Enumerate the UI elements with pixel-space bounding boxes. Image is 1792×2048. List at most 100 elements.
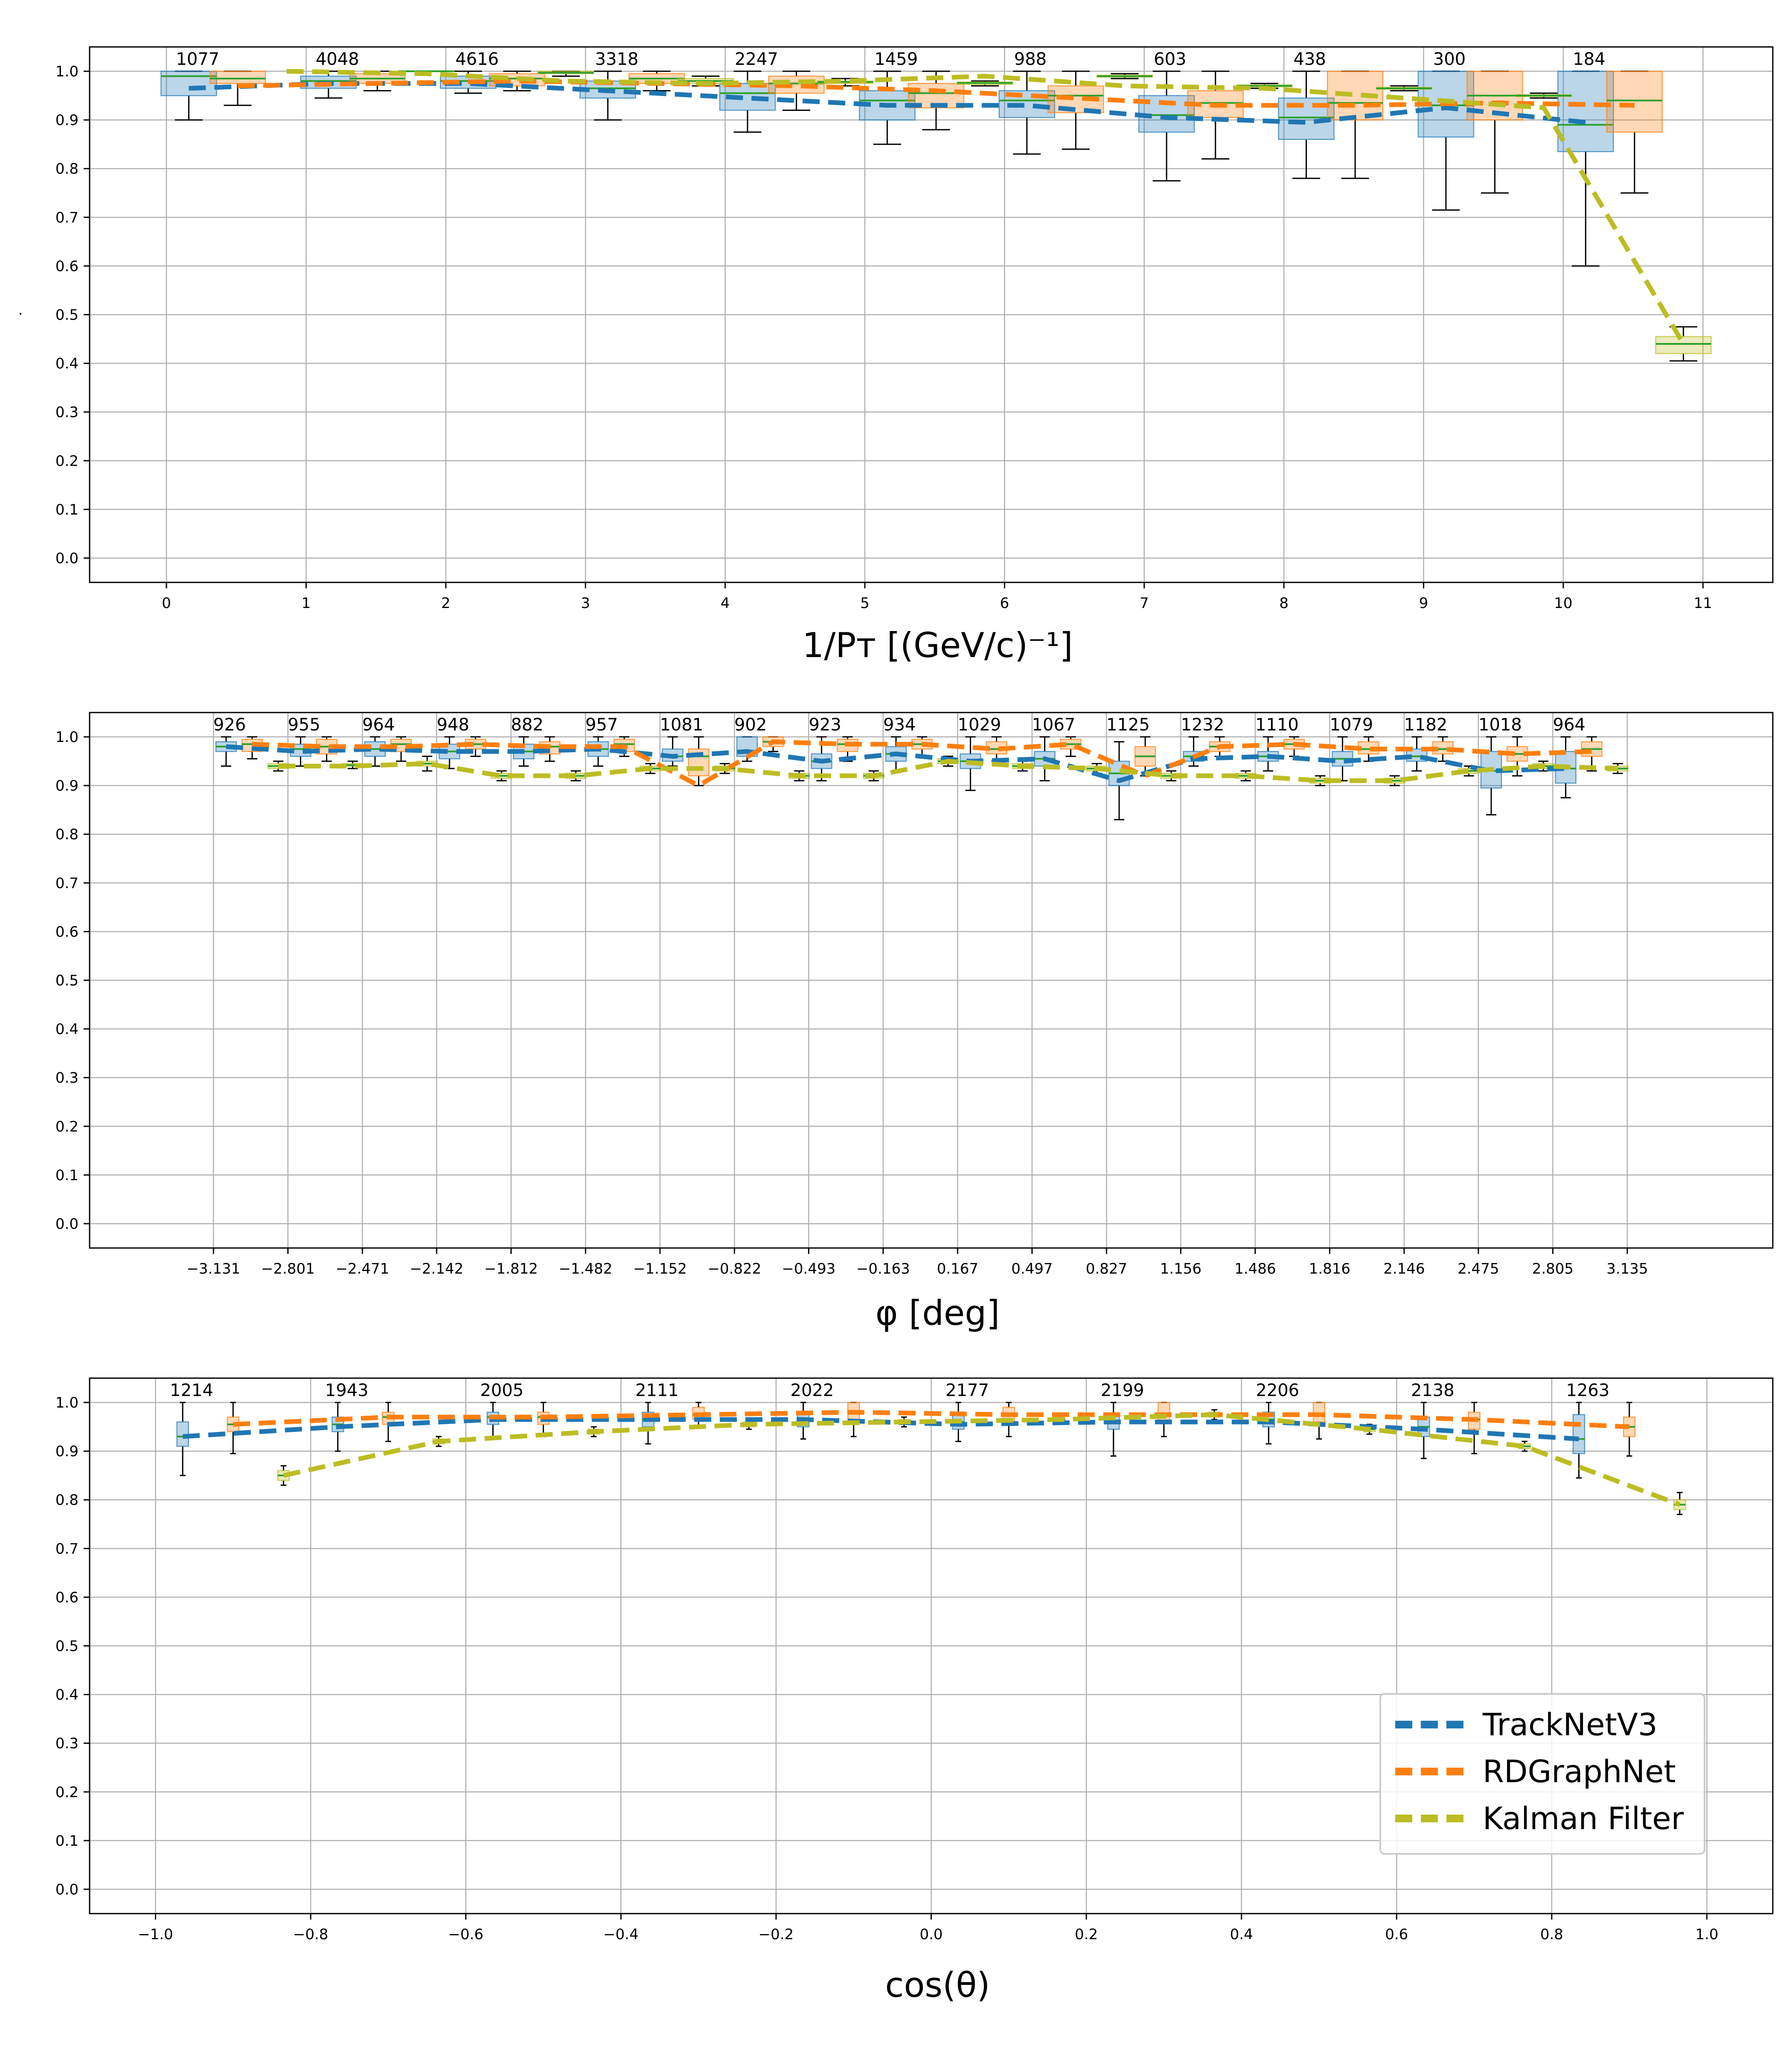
box-kalman-filter <box>538 70 594 77</box>
count-label: 1214 <box>170 1381 213 1400</box>
box-rdgraphnet <box>1606 70 1663 194</box>
box-tracknetv3 <box>579 70 636 121</box>
y-tick-label: 0.7 <box>55 875 79 892</box>
y-tick-label: 0.8 <box>55 1492 79 1509</box>
x-tick-label: −2.801 <box>261 1260 315 1277</box>
count-label: 2177 <box>945 1381 989 1400</box>
legend-label: RDGraphNet <box>1483 1754 1676 1789</box>
count-label: 1029 <box>958 715 1001 735</box>
mean-line-rdgraphnet <box>252 739 1592 788</box>
x-tick-label: −0.6 <box>448 1926 483 1943</box>
box-kalman-filter <box>1515 92 1572 99</box>
box-tracknetv3 <box>1480 736 1502 816</box>
x-tick-label: 2.146 <box>1383 1260 1425 1277</box>
box-rdgraphnet <box>688 736 710 786</box>
x-tick-label: 9 <box>1419 595 1428 612</box>
y-tick-label: 0.3 <box>55 1070 79 1087</box>
count-label: 1182 <box>1404 715 1448 735</box>
x-tick-label: 0.8 <box>1540 1926 1563 1943</box>
count-label: 603 <box>1154 49 1186 69</box>
y-tick-label: 0.7 <box>55 1540 79 1557</box>
panel-2: 926 955 964 948 882 957 1081 902 923 934 1029 1067 1… <box>55 712 1774 1333</box>
box-body <box>176 1421 189 1447</box>
box-tracknetv3 <box>1557 70 1614 267</box>
box-rdgraphnet <box>1623 1402 1636 1457</box>
x-tick-label: 1.156 <box>1160 1260 1201 1277</box>
box-kalman-filter <box>277 1465 290 1486</box>
box-body <box>1312 1402 1326 1423</box>
x-tick-label: −2.471 <box>335 1260 389 1277</box>
count-label: 955 <box>288 715 320 735</box>
x-tick-label: 4 <box>721 595 730 612</box>
x-tick-label: 1.816 <box>1309 1260 1350 1277</box>
count-label: 438 <box>1294 49 1326 69</box>
box-tracknetv3 <box>1406 736 1428 772</box>
y-tick-label: 0.3 <box>55 404 79 421</box>
count-label: 3318 <box>595 49 639 69</box>
x-tick-label: 2.475 <box>1457 1260 1499 1277</box>
box-tracknetv3 <box>1572 1402 1585 1479</box>
legend-label: Kalman Filter <box>1483 1801 1684 1836</box>
x-tick-label: −0.8 <box>293 1926 329 1943</box>
box-tracknetv3 <box>215 736 237 767</box>
x-tick-label: 3 <box>581 595 590 612</box>
box-rdgraphnet <box>1158 1402 1170 1437</box>
panel-1: 1077 4048 4616 3318 2247 1459 988 603 438 300 1840… <box>18 46 1774 665</box>
y-tick-label: 0.8 <box>55 160 79 177</box>
count-label: 2111 <box>635 1381 679 1400</box>
count-label: 300 <box>1433 49 1466 69</box>
count-label: 923 <box>809 715 841 735</box>
box-tracknetv3 <box>1332 736 1353 782</box>
count-label: 1079 <box>1330 715 1373 735</box>
mean-line-rdgraphnet <box>237 79 1635 108</box>
x-tick-label: 2.805 <box>1532 1260 1574 1277</box>
count-label: 1263 <box>1566 1381 1610 1400</box>
box-kalman-filter <box>1376 85 1432 92</box>
y-tick-label: 0.2 <box>55 1118 79 1135</box>
box-body <box>688 748 710 777</box>
x-tick-label: 6 <box>1000 595 1009 612</box>
y-tick-label: 0.5 <box>55 972 79 989</box>
mean-line-rdgraphnet <box>233 1410 1629 1429</box>
x-tick-label: 0.4 <box>1230 1926 1253 1943</box>
box-tracknetv3 <box>1107 1402 1120 1457</box>
box-kalman-filter <box>1673 1492 1686 1515</box>
count-label: 964 <box>1553 715 1585 735</box>
count-label: 926 <box>213 715 246 735</box>
x-tick-label: 7 <box>1140 595 1149 612</box>
y-tick-label: 0.9 <box>55 112 79 129</box>
x-axis-title: 1/Pᴛ [(GeV/c)⁻¹] <box>802 625 1073 665</box>
x-tick-label: −3.131 <box>186 1260 240 1277</box>
y-tick-label: 0.6 <box>55 258 79 275</box>
count-label: 2022 <box>791 1381 834 1400</box>
mean-line-kalman-filter <box>283 1412 1681 1507</box>
y-tick-label: 0.9 <box>55 1443 79 1460</box>
y-tick-label: 0.0 <box>55 1881 79 1898</box>
y-tick-label: 0.4 <box>55 355 79 372</box>
count-label: 957 <box>585 715 618 735</box>
box-rdgraphnet <box>209 70 266 106</box>
count-label: 184 <box>1573 49 1605 69</box>
box-tracknetv3 <box>160 70 217 121</box>
count-label: 2247 <box>735 49 778 69</box>
x-axis-title: cos(θ) <box>885 1965 990 2005</box>
mean-line-tracknetv3 <box>226 744 1566 783</box>
x-tick-label: 1.486 <box>1234 1260 1276 1277</box>
y-tick-label: 0.1 <box>55 1833 79 1850</box>
y-tick-label: 0.4 <box>55 1021 79 1038</box>
y-tick-label: 1.0 <box>55 1394 79 1411</box>
count-label: 1232 <box>1181 715 1225 735</box>
count-label: 1125 <box>1106 715 1150 735</box>
count-label: 1081 <box>660 715 703 735</box>
mean-line-kalman-filter <box>286 69 1686 345</box>
count-label: 988 <box>1014 49 1047 69</box>
box-kalman-filter <box>1655 326 1712 362</box>
legend: TrackNetV3 RDGraphNet Kalman Filter <box>1379 1693 1705 1855</box>
x-tick-label: −1.482 <box>559 1260 612 1277</box>
x-tick-label: −0.2 <box>759 1926 794 1943</box>
box-rdgraphnet <box>1187 70 1244 160</box>
x-tick-label: 0.2 <box>1075 1926 1098 1943</box>
x-tick-label: 11 <box>1694 595 1712 612</box>
y-tick-label: 0.9 <box>55 777 79 794</box>
count-label: 1077 <box>176 49 219 69</box>
